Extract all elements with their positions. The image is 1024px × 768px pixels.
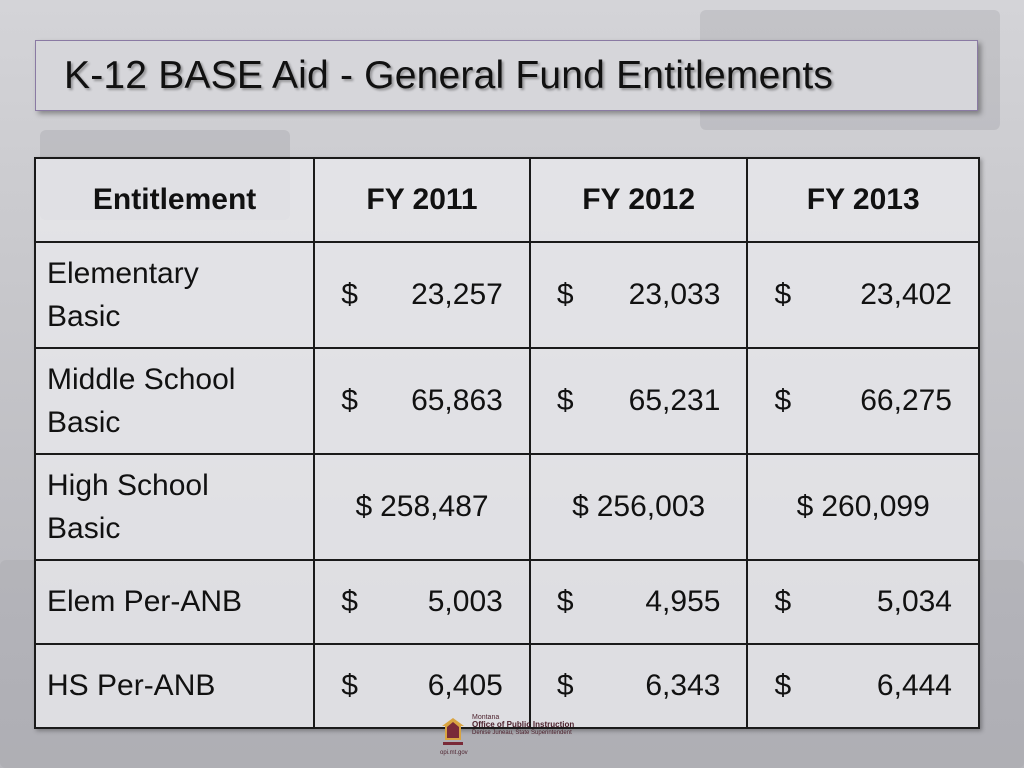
currency-symbol: $ — [341, 669, 358, 702]
title-box: K-12 BASE Aid - General Fund Entitlement… — [35, 40, 978, 111]
value-cell: $66,275 — [746, 347, 980, 455]
row-label: HS Per-ANB — [33, 643, 316, 729]
logo-url: opi.mt.gov — [440, 750, 468, 756]
amount: 260,099 — [821, 490, 930, 523]
value-cell: $6,444 — [746, 643, 980, 729]
amount: 4,955 — [645, 585, 721, 618]
row-label-line: HS Per-ANB — [47, 669, 216, 703]
currency-symbol: $ — [774, 669, 792, 702]
row-label-line: Elementary — [47, 256, 199, 290]
amount: 5,034 — [876, 585, 952, 618]
currency-symbol: $ — [774, 278, 792, 311]
table-row: Middle School Basic $65,863 $65,231 $66,… — [33, 347, 980, 455]
value-cell: $4,955 — [528, 559, 749, 645]
table-row: Elementary Basic $23,257 $23,033 $23,402 — [33, 241, 980, 349]
value-cell: $6,343 — [528, 643, 749, 729]
currency-symbol: $ — [341, 585, 358, 618]
amount: 256,003 — [596, 490, 706, 523]
row-label-line: High School — [47, 468, 209, 502]
currency-symbol: $ — [556, 585, 574, 618]
row-label: High School Basic — [33, 453, 316, 561]
row-label: Middle School Basic — [33, 347, 316, 455]
entitlements-table: Entitlement FY 2011 FY 2012 FY 2013 Elem… — [33, 157, 980, 729]
header-cell: FY 2012 — [528, 157, 749, 243]
amount: 6,444 — [876, 669, 952, 702]
currency-symbol: $ — [341, 384, 358, 417]
opi-logo: Montana Office of Public Instruction Den… — [440, 714, 580, 764]
currency-symbol: $ — [796, 490, 814, 523]
value-cell: $5,003 — [313, 559, 531, 645]
value-cell: $65,231 — [528, 347, 749, 455]
value-cell: $256,003 — [528, 453, 749, 561]
row-label: Elementary Basic — [33, 241, 316, 349]
table-header-row: Entitlement FY 2011 FY 2012 FY 2013 — [33, 157, 980, 243]
currency-symbol: $ — [355, 490, 373, 523]
currency-symbol: $ — [774, 384, 792, 417]
value-cell: $5,034 — [746, 559, 980, 645]
value-cell: $23,402 — [746, 241, 980, 349]
value-cell: $65,863 — [313, 347, 531, 455]
row-label-line: Basic — [47, 512, 121, 545]
currency-symbol: $ — [341, 278, 358, 311]
amount: 65,863 — [411, 384, 503, 417]
currency-symbol: $ — [556, 384, 574, 417]
logo-line-office: Office of Public Instruction — [472, 720, 575, 730]
row-label: Elem Per-ANB — [33, 559, 316, 645]
amount: 6,405 — [427, 669, 503, 702]
amount: 66,275 — [860, 384, 952, 417]
logo-line-state: Montana — [472, 714, 500, 721]
currency-symbol: $ — [556, 669, 574, 702]
header-cell: FY 2013 — [746, 157, 980, 243]
slide-title: K-12 BASE Aid - General Fund Entitlement… — [64, 53, 834, 97]
header-cell: Entitlement — [33, 157, 316, 243]
value-cell: $258,487 — [313, 453, 531, 561]
row-label-line: Elem Per-ANB — [47, 585, 243, 619]
table-row: HS Per-ANB $6,405 $6,343 $6,444 — [33, 643, 980, 729]
amount: 6,343 — [645, 669, 721, 702]
value-cell: $23,033 — [528, 241, 749, 349]
amount: 23,257 — [411, 278, 503, 311]
row-label-line: Basic — [47, 300, 121, 333]
logo-text: Montana Office of Public Instruction Den… — [472, 714, 574, 736]
currency-symbol: $ — [556, 278, 574, 311]
amount: 5,003 — [427, 585, 503, 618]
amount: 65,231 — [628, 384, 721, 417]
row-label-line: Basic — [47, 406, 121, 439]
amount: 23,033 — [628, 278, 721, 311]
header-cell: FY 2011 — [313, 157, 531, 243]
currency-symbol: $ — [572, 490, 589, 523]
table-row: High School Basic $258,487 $256,003 $260… — [33, 453, 980, 561]
value-cell: $23,257 — [313, 241, 531, 349]
amount: 258,487 — [380, 490, 489, 523]
table-row: Elem Per-ANB $5,003 $4,955 $5,034 — [33, 559, 980, 645]
amount: 23,402 — [860, 278, 952, 311]
montana-opi-logo-icon — [442, 718, 464, 745]
logo-line-superintendent: Denise Juneau, State Superintendent — [472, 729, 572, 736]
value-cell: $6,405 — [313, 643, 531, 729]
currency-symbol: $ — [774, 585, 792, 618]
row-label-line: Middle School — [47, 362, 236, 396]
value-cell: $260,099 — [746, 453, 980, 561]
